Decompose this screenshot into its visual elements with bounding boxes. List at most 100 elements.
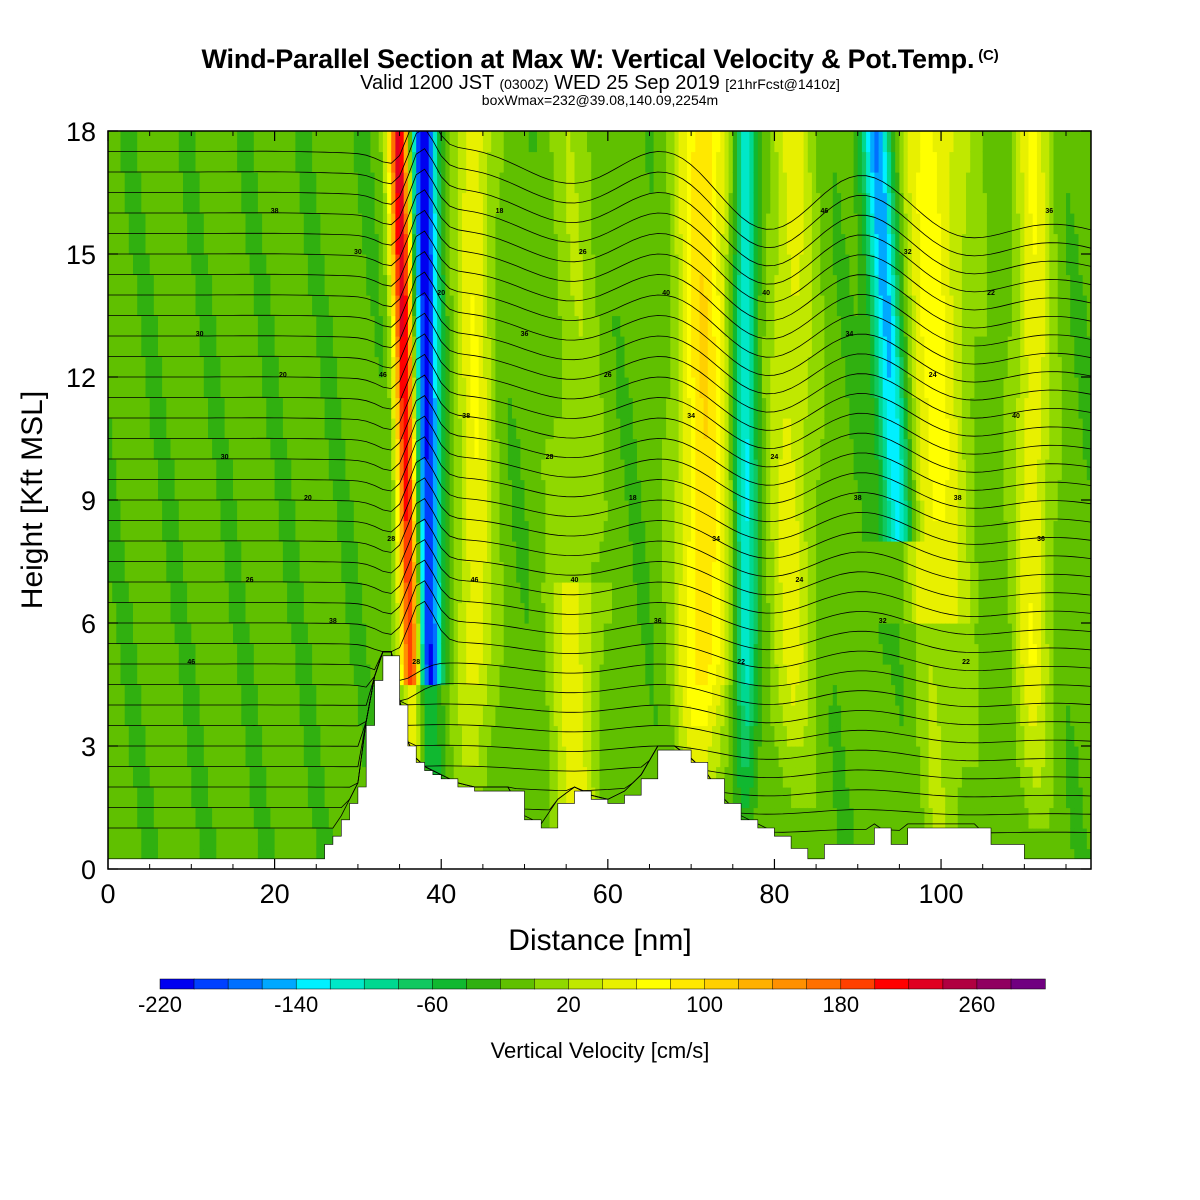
field-cell (224, 684, 230, 706)
field-cell (299, 479, 305, 501)
field-cell (407, 582, 413, 604)
field-cell (128, 233, 134, 255)
field-cell (557, 254, 563, 276)
field-cell (187, 828, 192, 850)
field-cell (399, 315, 405, 337)
field-cell (212, 623, 217, 645)
field-cell (562, 356, 567, 378)
field-cell (407, 336, 413, 358)
field-cell (512, 541, 517, 563)
field-cell (545, 623, 551, 645)
field-cell (662, 438, 667, 460)
field-cell (153, 233, 159, 255)
field-cell (124, 192, 130, 214)
field-cell (174, 315, 180, 337)
field-cell (257, 295, 263, 317)
field-cell (108, 664, 113, 686)
field-cell (124, 582, 130, 604)
field-cell (220, 520, 226, 542)
field-cell (266, 295, 272, 317)
field-cell (349, 213, 355, 235)
field-cell (578, 643, 584, 665)
field-cell (637, 520, 642, 542)
field-cell (466, 479, 471, 501)
field-cell (416, 643, 421, 665)
field-cell (591, 643, 596, 665)
field-cell (495, 602, 501, 624)
field-cell (324, 151, 330, 173)
field-cell (120, 766, 126, 788)
field-cell (257, 479, 263, 501)
field-cell (637, 213, 642, 235)
field-cell (528, 623, 534, 645)
field-cell (174, 541, 180, 563)
field-cell (324, 541, 330, 563)
field-cell (341, 213, 347, 235)
field-cell (545, 582, 551, 604)
field-cell (170, 541, 176, 563)
field-cell (366, 151, 371, 173)
field-cell (557, 520, 563, 542)
field-cell (591, 459, 596, 481)
field-cell (541, 315, 546, 337)
field-cell (562, 397, 567, 419)
field-cell (412, 582, 417, 604)
field-cell (170, 336, 176, 358)
field-cell (108, 541, 113, 563)
field-cell (553, 541, 559, 563)
field-cell (407, 315, 413, 337)
field-cell (370, 459, 376, 481)
field-cell (612, 397, 617, 419)
field-cell (524, 766, 530, 788)
field-cell (270, 561, 276, 583)
field-cell (424, 725, 430, 747)
field-cell (670, 479, 676, 501)
field-cell (399, 418, 405, 440)
field-cell (524, 787, 530, 809)
field-cell (474, 725, 480, 747)
field-cell (149, 459, 155, 481)
field-cell (320, 602, 326, 624)
field-cell (195, 151, 201, 173)
field-cell (174, 807, 180, 829)
field-cell (120, 500, 126, 522)
field-cell (262, 746, 267, 768)
field-cell (237, 828, 242, 850)
field-cell (370, 520, 376, 542)
field-cell (153, 479, 159, 501)
field-cell (391, 295, 396, 317)
field-cell (141, 664, 147, 686)
field-cell (149, 213, 155, 235)
field-cell (208, 233, 213, 255)
field-cell (187, 131, 192, 153)
field-cell (499, 746, 505, 768)
field-cell (183, 684, 188, 706)
field-cell (378, 602, 384, 624)
field-cell (378, 151, 384, 173)
field-cell (178, 766, 184, 788)
field-cell (545, 459, 551, 481)
field-cell (637, 254, 642, 276)
field-cell (295, 233, 301, 255)
field-cell (270, 725, 276, 747)
field-cell (599, 746, 605, 768)
field-cell (482, 151, 488, 173)
field-cell (112, 418, 117, 440)
field-cell (428, 746, 434, 768)
field-cell (278, 438, 284, 460)
field-cell (624, 643, 630, 665)
field-cell (666, 295, 671, 317)
field-cell (257, 356, 263, 378)
field-cell (462, 131, 467, 153)
field-cell (332, 561, 338, 583)
field-cell (574, 131, 580, 153)
field-cell (170, 356, 176, 378)
field-cell (653, 233, 659, 255)
field-cell (478, 602, 484, 624)
field-cell (253, 213, 259, 235)
field-cell (441, 418, 446, 440)
field-cell (545, 397, 551, 419)
field-cell (349, 643, 355, 665)
field-cell (116, 500, 122, 522)
field-cell (120, 725, 126, 747)
